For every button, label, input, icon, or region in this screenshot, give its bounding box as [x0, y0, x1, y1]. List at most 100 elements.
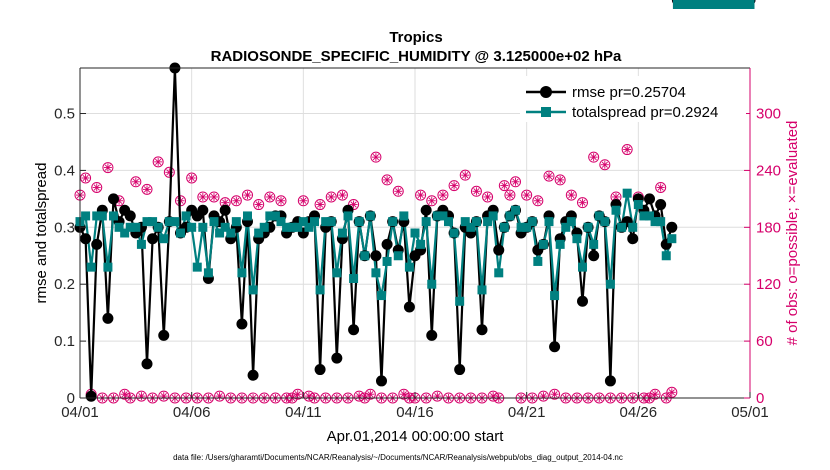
x-tick-label: 04/01 — [61, 404, 99, 421]
obs-evaluated-point — [338, 191, 347, 200]
obs-evaluated-point — [131, 177, 140, 186]
totalspread-point — [404, 262, 414, 272]
obs-evaluated-point — [656, 183, 665, 192]
rmse-point — [108, 193, 119, 205]
obs-evaluated-point — [505, 191, 514, 200]
obs-evaluated-point — [316, 200, 325, 209]
obs-evaluated-point — [651, 390, 660, 399]
obs-evaluated-point — [600, 160, 609, 169]
totalspread-point — [717, 0, 727, 9]
totalspread-point — [550, 291, 560, 301]
obs-possible-point — [543, 170, 555, 182]
series-markers-layer — [74, 0, 756, 402]
legend-rmse-label: rmse pr=0.25704 — [572, 84, 686, 101]
obs-possible-point — [381, 174, 393, 186]
totalspread-point — [455, 296, 465, 306]
obs-evaluated-point — [550, 390, 559, 399]
obs-evaluated-point — [243, 191, 252, 200]
totalspread-point — [617, 222, 627, 232]
obs-possible-point — [163, 166, 175, 178]
totalspread-point — [438, 211, 448, 221]
obs-possible-point — [264, 191, 276, 203]
rmse-point — [577, 295, 588, 307]
obs-evaluated-point — [198, 192, 207, 201]
totalspread-point — [477, 285, 487, 295]
legend-box — [520, 76, 746, 122]
totalspread-point — [114, 222, 124, 232]
totalspread-point — [337, 228, 347, 238]
obs-possible-point — [91, 181, 103, 193]
obs-evaluated-point — [265, 192, 274, 201]
totalspread-point — [349, 274, 359, 284]
obs-possible-point — [253, 199, 265, 211]
obs-evaluated-point — [511, 177, 520, 186]
totalspread-point — [583, 222, 593, 232]
obs-evaluated-point — [461, 171, 470, 180]
totalspread-point — [103, 262, 113, 272]
totalspread-point — [483, 217, 493, 227]
obs-evaluated-point — [394, 187, 403, 196]
y-axis-label: rmse and totalspread — [33, 163, 50, 304]
totalspread-point — [382, 256, 392, 266]
obs-possible-point — [487, 390, 499, 402]
totalspread-point — [276, 217, 286, 227]
totalspread-point — [522, 222, 532, 232]
totalspread-point — [689, 0, 699, 9]
x-ticks: 04/01 04/06 04/11 04/16 04/21 04/26 05/01 — [61, 392, 769, 421]
legend-totalspread-label: totalspread pr=0.2924 — [572, 104, 718, 121]
x-tick-label: 04/21 — [508, 404, 546, 421]
totalspread-point — [505, 211, 515, 221]
totalspread-point — [265, 211, 275, 221]
obs-possible-point — [649, 388, 661, 400]
totalspread-point — [153, 222, 163, 232]
totalspread-point — [187, 222, 197, 232]
totalspread-point — [499, 222, 509, 232]
x-tick-label: 05/01 — [731, 404, 769, 421]
obs-possible-point — [353, 390, 365, 402]
chart-title: Tropics — [389, 29, 442, 46]
obs-evaluated-point — [327, 192, 336, 201]
obs-evaluated-point — [450, 181, 459, 190]
rmse-point — [454, 364, 466, 376]
y-tick-label: 0.4 — [54, 162, 75, 179]
x-tick-label: 04/16 — [396, 404, 434, 421]
y2-tick-label: 180 — [756, 219, 781, 236]
y2-tick-label: 300 — [756, 106, 781, 123]
obs-evaluated-point — [545, 172, 553, 181]
obs-possible-point — [158, 390, 170, 402]
obs-evaluated-point — [433, 392, 442, 401]
obs-possible-point — [537, 390, 549, 402]
totalspread-point — [142, 217, 152, 227]
totalspread-point — [695, 0, 705, 9]
totalspread-point — [192, 262, 202, 272]
obs-possible-point — [275, 195, 287, 207]
totalspread-point — [248, 285, 258, 295]
rmse-point — [348, 324, 360, 336]
totalspread-point — [605, 279, 615, 289]
y2-ticks: 0 60 120 180 240 300 — [744, 106, 781, 407]
totalspread-point — [81, 211, 91, 221]
totalspread-point — [287, 222, 297, 232]
totalspread-point — [566, 217, 576, 227]
obs-evaluated-point — [427, 196, 436, 205]
legend-totalspread-marker — [541, 107, 551, 117]
totalspread-point — [488, 211, 498, 221]
obs-possible-point — [230, 195, 242, 207]
obs-possible-point — [621, 144, 633, 156]
obs-evaluated-point — [187, 174, 196, 182]
x-tick-label: 04/26 — [620, 404, 658, 421]
totalspread-point — [650, 217, 660, 227]
totalspread-point — [226, 228, 236, 238]
rmse-point — [102, 312, 114, 324]
obs-evaluated-point — [81, 174, 90, 182]
obs-possible-point — [336, 189, 348, 201]
rmse-point — [549, 341, 561, 353]
obs-evaluated-point — [623, 145, 632, 154]
obs-possible-point — [426, 195, 438, 207]
obs-evaluated-point — [522, 191, 531, 200]
rmse-point — [420, 204, 432, 216]
rmse-point — [91, 238, 103, 250]
totalspread-point — [628, 222, 638, 232]
obs-evaluated-point — [438, 191, 447, 200]
obs-evaluated-point — [399, 390, 408, 399]
